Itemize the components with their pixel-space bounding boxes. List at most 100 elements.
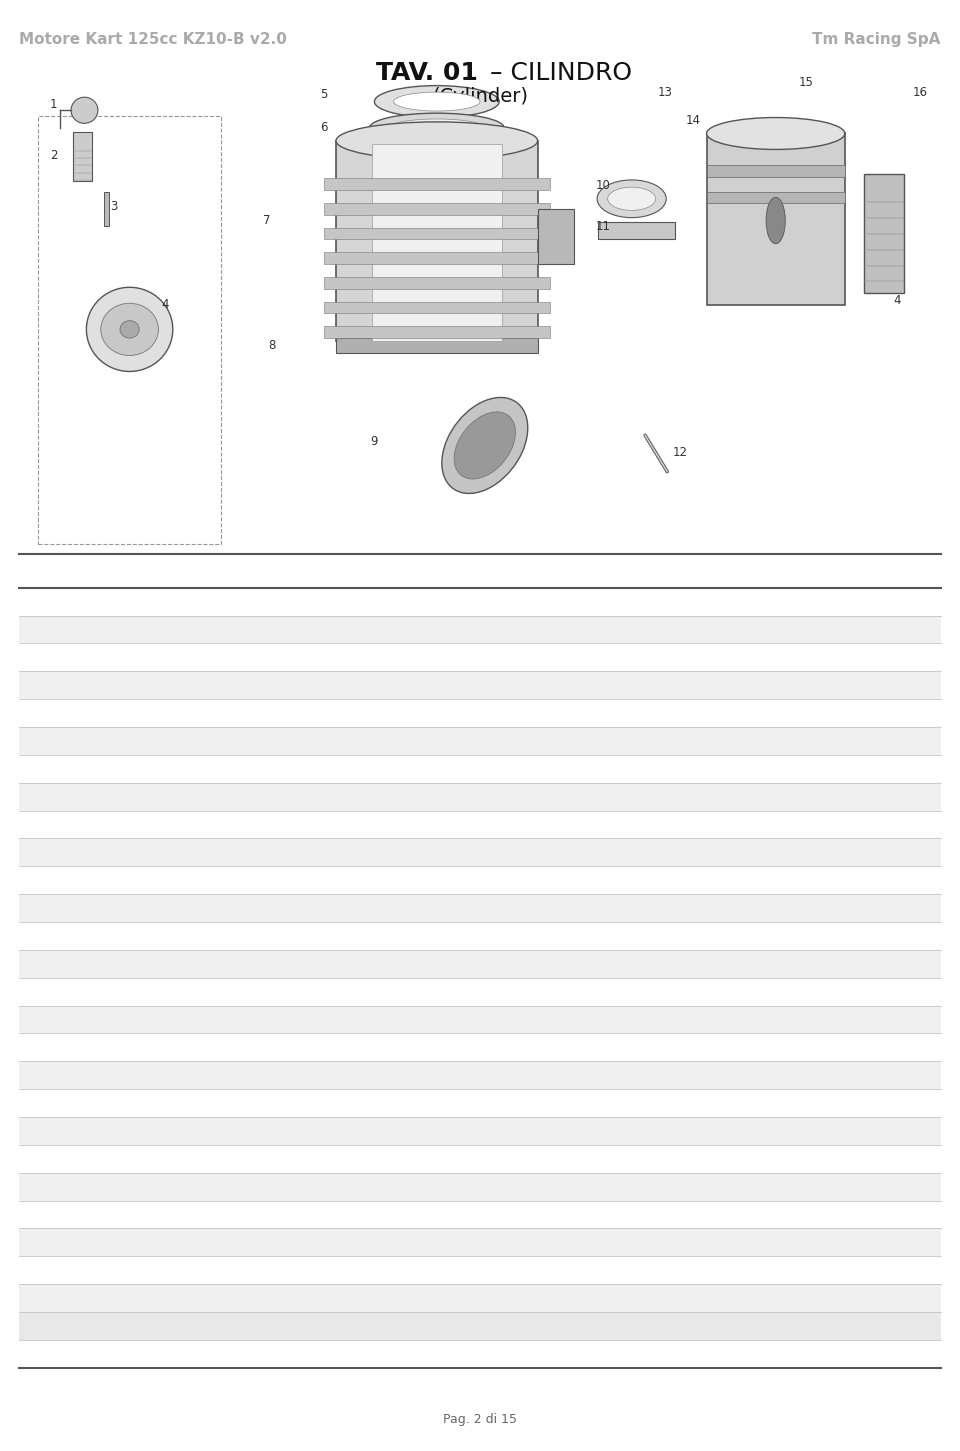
Text: 05053.40: 05053.40 xyxy=(96,961,145,971)
Text: 14: 14 xyxy=(685,115,701,126)
Text: Gasket 0,50 mm: Gasket 0,50 mm xyxy=(701,988,787,998)
Text: 13069.3: 13069.3 xyxy=(96,1072,139,1081)
Bar xyxy=(324,277,550,289)
Text: Screw: Screw xyxy=(701,1183,732,1193)
Text: Description (ENG): Description (ENG) xyxy=(701,569,806,577)
Bar xyxy=(324,252,550,264)
Text: -: - xyxy=(202,988,205,998)
FancyBboxPatch shape xyxy=(19,615,941,643)
Text: GUARNIZIONE SCARICO: GUARNIZIONE SCARICO xyxy=(422,1016,546,1026)
Ellipse shape xyxy=(336,122,538,160)
Text: 5: 5 xyxy=(320,89,327,100)
Ellipse shape xyxy=(454,412,516,479)
FancyBboxPatch shape xyxy=(19,1284,941,1312)
Text: KZ10-B: KZ10-B xyxy=(259,794,301,802)
Text: 12014: 12014 xyxy=(96,737,129,747)
Text: 06024: 06024 xyxy=(96,625,129,636)
Bar xyxy=(324,203,550,215)
Bar xyxy=(707,192,845,203)
Bar xyxy=(707,165,845,177)
Text: TAV. 01: TAV. 01 xyxy=(376,61,478,86)
Text: Spacer, Exhaust manifold: Spacer, Exhaust manifold xyxy=(701,1043,834,1053)
Text: GUARN. BASE CILINDRO 0,40 mm: GUARN. BASE CILINDRO 0,40 mm xyxy=(422,961,616,971)
Bar xyxy=(324,326,550,338)
Text: 9: 9 xyxy=(68,821,75,831)
Text: 12: 12 xyxy=(672,447,687,459)
Text: Tm Racing SpA: Tm Racing SpA xyxy=(812,32,941,46)
Text: 13: 13 xyxy=(61,1212,75,1220)
Text: Manifold, Exhaust: Manifold, Exhaust xyxy=(701,1155,794,1165)
Text: O-ring, small: O-ring, small xyxy=(701,710,768,720)
Text: GUARN. BASE CILINDRO 0,20 mm: GUARN. BASE CILINDRO 0,20 mm xyxy=(422,904,616,914)
Text: Top end bearing: Top end bearing xyxy=(701,1294,784,1304)
Text: 49484: 49484 xyxy=(96,1183,130,1193)
FancyBboxPatch shape xyxy=(19,1200,941,1229)
Text: 16: 16 xyxy=(912,87,927,99)
FancyBboxPatch shape xyxy=(19,950,941,978)
Text: CILINDRO: CILINDRO xyxy=(422,765,472,775)
FancyBboxPatch shape xyxy=(38,116,221,544)
Ellipse shape xyxy=(707,118,845,149)
Text: 1: 1 xyxy=(68,598,75,608)
Text: Descrizione (ITA): Descrizione (ITA) xyxy=(422,569,522,577)
Text: -: - xyxy=(202,1127,205,1138)
Text: 13069.5: 13069.5 xyxy=(96,1043,139,1053)
Text: Codice: Codice xyxy=(96,569,135,577)
Text: -: - xyxy=(202,876,205,887)
Text: (*) Included in the Piston: (*) Included in the Piston xyxy=(701,1351,830,1360)
Text: 05053.20: 05053.20 xyxy=(96,904,145,914)
FancyBboxPatch shape xyxy=(19,1117,941,1145)
Text: Manifold, Exhaust: Manifold, Exhaust xyxy=(701,1127,794,1138)
FancyBboxPatch shape xyxy=(19,588,941,615)
Text: SEE TAV.02 PAGE 3: SEE TAV.02 PAGE 3 xyxy=(701,682,799,692)
Text: 05053.30: 05053.30 xyxy=(96,933,145,942)
Text: 4: 4 xyxy=(201,1183,206,1193)
Text: O-RING INTERNO: O-RING INTERNO xyxy=(422,710,511,720)
Bar xyxy=(864,174,904,293)
Text: 01561: 01561 xyxy=(96,765,129,775)
Text: Gasket 0,40 mm: Gasket 0,40 mm xyxy=(701,961,787,971)
Text: KZ10-B: KZ10-B xyxy=(259,821,301,831)
FancyBboxPatch shape xyxy=(19,699,941,727)
Text: 4: 4 xyxy=(68,682,75,692)
Text: 1: 1 xyxy=(201,1100,206,1110)
Text: -: - xyxy=(202,961,205,971)
Text: TAPPO CILINDRO: TAPPO CILINDRO xyxy=(422,794,520,802)
Text: 11056: 11056 xyxy=(96,1267,129,1277)
Text: 2: 2 xyxy=(68,625,75,636)
Bar xyxy=(104,192,109,226)
Text: Q.tà: Q.tà xyxy=(191,569,216,577)
Bar xyxy=(324,228,550,239)
Text: KZ10-B: KZ10-B xyxy=(259,569,301,577)
Text: 1: 1 xyxy=(201,737,206,747)
FancyBboxPatch shape xyxy=(19,921,941,950)
Text: VITE TCEI 6 x 20: VITE TCEI 6 x 20 xyxy=(422,1183,517,1193)
Text: 1: 1 xyxy=(201,710,206,720)
Ellipse shape xyxy=(86,287,173,371)
FancyBboxPatch shape xyxy=(19,866,941,894)
Text: (Cylinder): (Cylinder) xyxy=(432,87,528,106)
FancyBboxPatch shape xyxy=(19,1229,941,1257)
Text: 05027: 05027 xyxy=(96,1016,129,1026)
Text: CANDELA: CANDELA xyxy=(422,625,472,636)
Ellipse shape xyxy=(766,197,785,244)
Text: Cap, Spark plug: Cap, Spark plug xyxy=(701,598,784,608)
Text: SEGMENTO (*): SEGMENTO (*) xyxy=(422,1267,506,1277)
Ellipse shape xyxy=(101,303,158,355)
Text: 49883: 49883 xyxy=(96,794,130,802)
Text: 13071+: 13071+ xyxy=(96,1127,137,1138)
Text: COLLETTORE SCARICO: COLLETTORE SCARICO xyxy=(422,1100,553,1110)
Text: 12: 12 xyxy=(61,1183,75,1193)
Text: COLLETTORE SCARICO 13071+: COLLETTORE SCARICO 13071+ xyxy=(422,1127,602,1138)
Text: -: - xyxy=(202,933,205,942)
Text: Pos: Pos xyxy=(54,569,75,577)
Text: 13071+C: 13071+C xyxy=(96,1155,145,1165)
Text: Spacer, Exhaust manifold: Spacer, Exhaust manifold xyxy=(701,1072,834,1081)
Text: KZ10-B: KZ10-B xyxy=(259,876,301,887)
FancyBboxPatch shape xyxy=(19,672,941,699)
Text: -: - xyxy=(202,821,205,831)
Text: 2: 2 xyxy=(50,149,58,161)
Bar xyxy=(336,338,538,353)
FancyBboxPatch shape xyxy=(19,894,941,921)
FancyBboxPatch shape xyxy=(19,1090,941,1117)
